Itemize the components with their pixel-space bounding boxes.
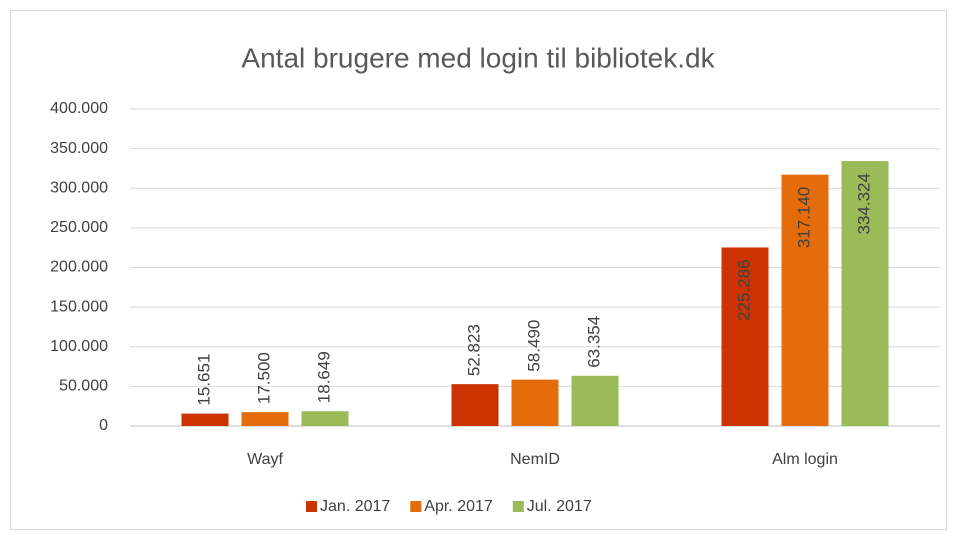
bar <box>181 413 229 426</box>
bar <box>241 412 289 426</box>
chart-title: Antal brugere med login til bibliotek.dk <box>241 42 715 73</box>
y-tick-label: 0 <box>99 417 108 434</box>
data-label: 18.649 <box>314 351 333 403</box>
data-label: 334.324 <box>854 173 873 234</box>
bar <box>781 174 829 426</box>
bar <box>451 384 499 426</box>
legend-label: Jul. 2017 <box>527 498 592 515</box>
y-tick-label: 150.000 <box>50 298 108 315</box>
legend-label: Jan. 2017 <box>320 498 390 515</box>
y-tick-label: 350.000 <box>50 140 108 157</box>
x-tick-label: NemID <box>510 451 560 468</box>
y-tick-label: 300.000 <box>50 179 108 196</box>
y-tick-label: 400.000 <box>50 100 108 117</box>
bar <box>571 375 619 426</box>
y-tick-label: 250.000 <box>50 219 108 236</box>
data-label: 58.490 <box>524 320 543 372</box>
x-tick-label: Wayf <box>247 451 283 468</box>
legend-label: Apr. 2017 <box>424 498 493 515</box>
x-tick-label: Alm login <box>772 451 838 468</box>
legend-swatch <box>306 501 317 512</box>
data-label: 225.286 <box>734 259 753 320</box>
data-label: 17.500 <box>254 352 273 404</box>
data-label: 15.651 <box>194 354 213 406</box>
legend-swatch <box>410 501 422 512</box>
bar <box>841 161 889 427</box>
y-tick-label: 50.000 <box>59 378 108 395</box>
data-label: 63.354 <box>584 316 603 368</box>
y-tick-label: 200.000 <box>50 259 108 276</box>
bar <box>301 411 349 426</box>
bar <box>721 247 769 426</box>
bar <box>511 379 559 426</box>
data-label: 317.140 <box>794 187 813 248</box>
data-label: 52.823 <box>464 324 483 376</box>
y-tick-label: 100.000 <box>50 338 108 355</box>
legend-swatch <box>512 501 524 512</box>
